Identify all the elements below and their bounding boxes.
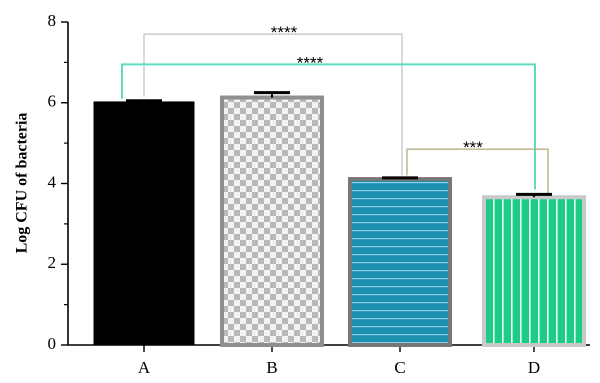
y-tick-label: 6 bbox=[48, 92, 57, 111]
x-tick-label: C bbox=[394, 358, 405, 377]
bars bbox=[93, 91, 586, 347]
y-axis-title: Log CFU of bacteria bbox=[14, 113, 31, 254]
y-tick-label: 8 bbox=[48, 11, 57, 30]
y-tick-label: 4 bbox=[48, 172, 57, 191]
significance-label: **** bbox=[271, 23, 298, 42]
significance-label: *** bbox=[463, 138, 483, 157]
significance-brackets: *********** bbox=[121, 23, 549, 210]
bar-D bbox=[482, 195, 586, 347]
bar-B bbox=[220, 95, 324, 347]
x-tick-label: B bbox=[266, 358, 277, 377]
significance-bracket bbox=[121, 63, 536, 190]
bar-A bbox=[93, 101, 195, 346]
significance-bracket bbox=[406, 148, 549, 210]
y-tick-label: 0 bbox=[48, 334, 57, 353]
bar-C bbox=[348, 177, 452, 347]
y-tick-label: 2 bbox=[48, 253, 57, 272]
significance-label: **** bbox=[297, 53, 324, 72]
significance-bracket bbox=[143, 33, 403, 176]
x-tick-label: D bbox=[528, 358, 540, 377]
x-tick-label: A bbox=[138, 358, 151, 377]
